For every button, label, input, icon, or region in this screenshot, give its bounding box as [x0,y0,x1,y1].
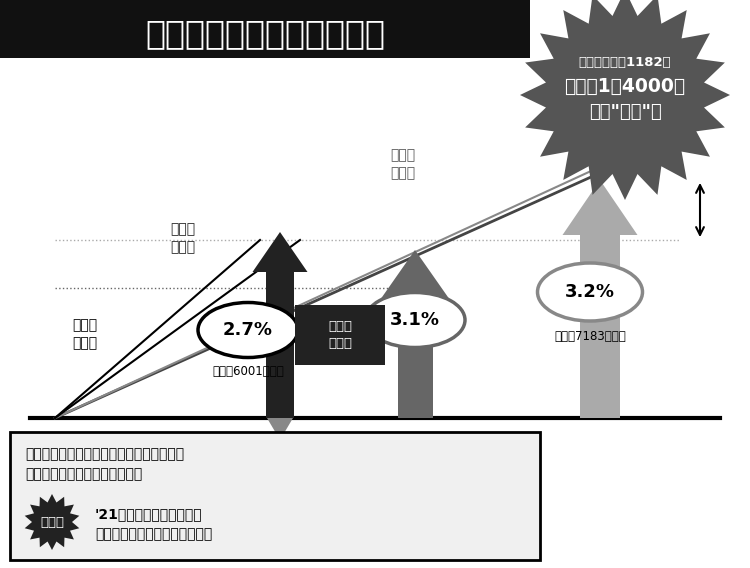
Text: 年間約1万4000円: 年間約1万4000円 [565,77,686,95]
Ellipse shape [198,303,298,357]
Bar [266,272,294,418]
Polygon shape [253,232,308,272]
Text: 実際の
改定率: 実際の 改定率 [328,320,352,350]
Text: もの"減額"！: もの"減額"！ [589,103,662,121]
Text: ひと月の差額1182円: ひと月の差額1182円 [579,56,671,69]
Bar [398,300,433,418]
Text: 物価の
上昇率: 物価の 上昇率 [390,148,416,181]
Bar [0,0,530,58]
Ellipse shape [538,263,643,321]
Text: 2.7%: 2.7% [223,321,273,339]
Text: 3.1%: 3.1% [390,311,440,329]
Polygon shape [520,0,730,200]
Text: 「年金増額」なんてウソ！: 「年金増額」なんてウソ！ [145,18,385,51]
Bar [10,432,540,560]
Bar [580,235,620,418]
Polygon shape [267,418,293,440]
Text: （月に6001円増）: （月に6001円増） [212,365,284,378]
Text: 年金の
上昇率: 年金の 上昇率 [72,318,98,350]
Polygon shape [380,250,450,300]
Text: 賃金の
上昇率: 賃金の 上昇率 [170,222,195,254]
Ellipse shape [365,293,465,348]
Text: 3.2%: 3.2% [565,283,615,301]
Text: 年金の増額率は「物価」「賃金」の上昇率
を超えないように調整される。: 年金の増額率は「物価」「賃金」の上昇率 を超えないように調整される。 [25,447,184,482]
Text: （月に7183円増）: （月に7183円増） [554,330,626,343]
Text: しかも: しかも [40,516,64,528]
Text: '21年からは物価と賃金の
「どちらか低い方」が基準に！: '21年からは物価と賃金の 「どちらか低い方」が基準に！ [95,507,212,542]
Polygon shape [562,180,638,235]
Polygon shape [25,494,80,550]
Bar [295,305,385,365]
